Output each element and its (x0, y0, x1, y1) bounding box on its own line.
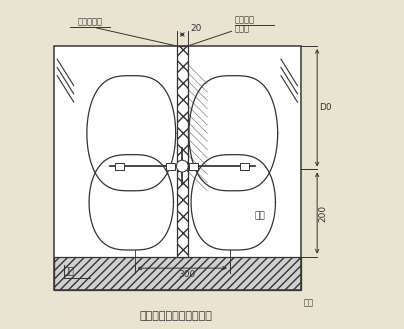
Text: 中埋式止槽: 中埋式止槽 (78, 17, 103, 26)
Bar (54, 46, 301, 290)
Text: 中埋式止水带施工示意图: 中埋式止水带施工示意图 (139, 311, 212, 321)
Circle shape (176, 160, 188, 172)
Text: 300: 300 (179, 270, 196, 279)
Text: 遇水膨胀: 遇水膨胀 (235, 16, 255, 25)
Text: D0: D0 (319, 103, 331, 112)
Bar (54, 257, 301, 290)
Text: 200: 200 (319, 204, 328, 222)
Text: 状板: 状板 (304, 298, 314, 307)
Text: 二衬: 二衬 (255, 211, 265, 220)
Text: 模板: 模板 (64, 267, 75, 276)
Bar (54, 46, 301, 257)
Bar (189, 163, 198, 170)
Bar (115, 163, 124, 170)
Text: 20: 20 (190, 24, 202, 33)
Bar (177, 46, 187, 257)
Bar (240, 163, 249, 170)
Bar (166, 163, 175, 170)
Text: 止胶条: 止胶条 (235, 24, 250, 33)
